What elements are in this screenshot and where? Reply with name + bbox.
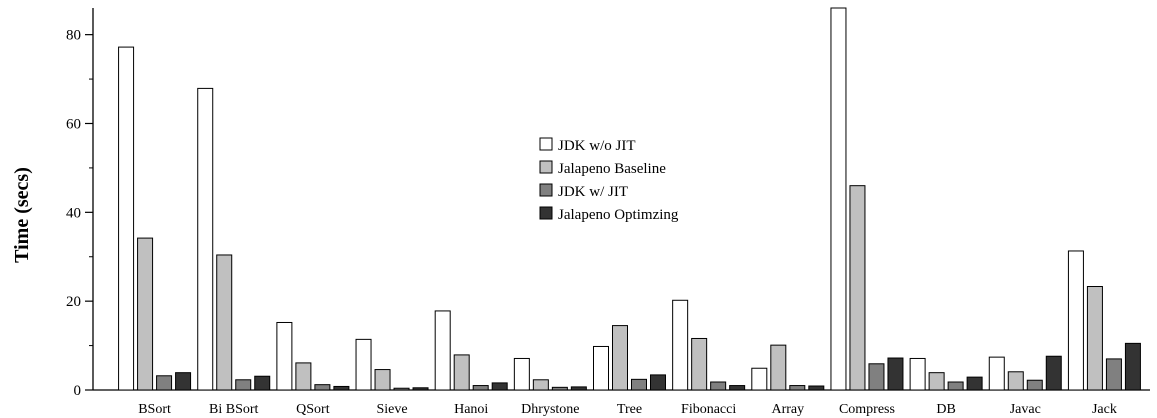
bar: [254, 375, 271, 391]
y-tick-label: 0: [74, 383, 82, 399]
x-tick-label: Array: [771, 402, 804, 417]
bar: [333, 385, 350, 391]
bar: [770, 344, 787, 391]
y-tick-label: 20: [66, 294, 81, 310]
bar: [393, 387, 410, 391]
bar: [789, 385, 806, 391]
bar: [909, 357, 926, 391]
bar: [612, 325, 628, 391]
bar: [947, 381, 964, 391]
bar: [314, 384, 331, 391]
bar: [118, 46, 135, 391]
bar: [729, 385, 746, 391]
bar: [235, 379, 252, 391]
bar: [1086, 286, 1103, 391]
bar: [849, 185, 866, 391]
bar: [175, 372, 192, 391]
legend-swatch: [539, 160, 553, 174]
y-tick-label: 60: [66, 116, 81, 132]
bar: [513, 357, 530, 391]
x-tick-label: Javac: [1010, 402, 1041, 417]
bar: [434, 310, 451, 391]
bar: [374, 369, 391, 391]
bar: [928, 372, 945, 391]
legend-swatch: [539, 137, 553, 151]
bar: [808, 385, 825, 391]
bar: [887, 357, 904, 391]
x-axis-labels: BSort Bi BSort QSort Sieve Hanoi Dhrystone Tre…: [138, 402, 1117, 417]
bar: [295, 362, 312, 391]
y-tick-label: 40: [66, 205, 81, 221]
bar: [710, 381, 727, 391]
bar: [276, 321, 293, 391]
y-axis-title: Time (secs): [11, 167, 33, 263]
bar: [156, 375, 173, 391]
bar: [672, 299, 689, 391]
legend: JDK w/o JIT Jalapeno Baseline JDK w/ JIT Ja…: [539, 137, 679, 223]
x-tick-label: BSort: [138, 402, 171, 417]
bar: [868, 363, 885, 391]
bar: [491, 382, 508, 391]
bar: [1007, 371, 1024, 391]
legend-label: JDK w/ JIT: [558, 184, 628, 200]
legend-label: JDK w/o JIT: [558, 138, 636, 154]
bar: [197, 87, 214, 391]
legend-swatch: [539, 183, 553, 197]
bar: [532, 379, 549, 391]
x-tick-label: Sieve: [376, 402, 407, 417]
bar: [1067, 250, 1084, 391]
x-tick-label: Hanoi: [454, 402, 488, 417]
bar: [551, 386, 568, 391]
bar: [355, 338, 372, 391]
legend-label: Jalapeno Baseline: [558, 161, 666, 177]
bar: [988, 356, 1005, 391]
x-tick-label: Dhrystone: [521, 402, 579, 417]
x-tick-label: Tree: [617, 402, 642, 417]
legend-label: Jalapeno Optimzing: [558, 207, 679, 223]
legend-swatch: [539, 206, 553, 220]
x-tick-label: Bi BSort: [209, 402, 259, 417]
bar: [830, 7, 847, 391]
bar: [631, 378, 647, 391]
bar: [216, 254, 233, 391]
x-tick-label: DB: [936, 402, 955, 417]
x-tick-label: Jack: [1092, 402, 1117, 417]
bar: [472, 385, 489, 391]
x-tick-label: QSort: [296, 402, 330, 417]
bar: [1026, 379, 1043, 391]
bar: [1105, 358, 1122, 391]
bar: [137, 237, 154, 391]
bar: [453, 354, 470, 391]
bar: [1045, 355, 1062, 391]
bar: [691, 337, 708, 391]
y-tick-label: 80: [66, 28, 81, 44]
bar: [966, 376, 983, 391]
x-tick-label: Compress: [839, 402, 895, 417]
bar: [1124, 342, 1141, 391]
bar: [751, 367, 768, 391]
x-tick-label: Fibonacci: [681, 402, 736, 417]
bar: [570, 386, 587, 391]
bars: [118, 7, 1141, 391]
bar: [650, 374, 666, 391]
bar: [593, 345, 609, 391]
bar: [412, 387, 429, 391]
